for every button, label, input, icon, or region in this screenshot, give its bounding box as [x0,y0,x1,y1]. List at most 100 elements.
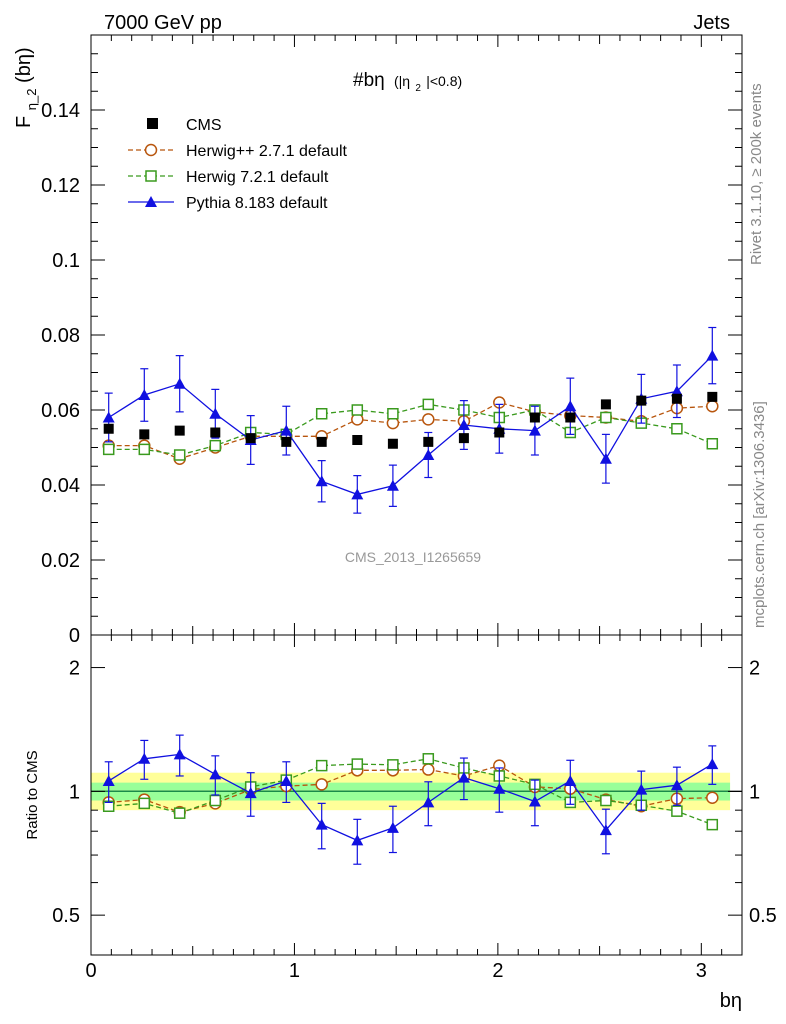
plot-title-main: #bη [353,70,385,91]
main-y-tick-label: 0 [69,625,80,647]
legend-pythia-marker [145,196,157,207]
main-plot-panel: 0 0.02 0.04 0.06 0.08 0.1 0.12 0.14 CMS_2013_I1… [13,34,743,647]
main-pythia-point [528,424,541,436]
main-pythia-point [564,400,577,412]
ratio-herwig7-point [600,794,612,807]
main-y-tick-label: 0.12 [41,175,80,197]
main-y-tick-label: 0.08 [41,325,80,347]
ratio-herwig7-point [209,794,222,807]
main-herwig7-point [102,443,115,456]
ratio-pythia-point [315,818,328,830]
main-y-axis-label-tail: (bη) [13,47,35,83]
ratio-pythia-point [670,779,683,791]
plot-title-sub-tail: |<0.8) [426,73,462,89]
ratio-pythia-point [493,782,506,794]
main-y-tick-label: 0.02 [41,550,80,572]
x-axis-label: bη [720,990,742,1012]
legend: CMS Herwig++ 2.7.1 default Herwig 7.2.1 … [128,117,348,212]
main-cms-point [671,393,682,404]
main-y-tick-label: 0.06 [41,400,80,422]
plot-title-sub: (|η [394,73,410,89]
ratio-herwig7-point [173,807,186,819]
main-herwig7-point [351,404,364,416]
plot-title-sub-index: 2 [415,83,421,94]
main-cms-point [565,412,576,423]
main-herwig7-point [671,423,683,435]
main-y-tick-label: 0.04 [41,475,80,497]
ratio-pythia-point [635,783,648,795]
ratio-pythia-point [209,768,222,780]
main-pythia-point [670,385,683,397]
ratio-pythia-point [138,752,151,764]
ratio-pythia-point [528,795,541,807]
ratio-y-tick-label-left: 2 [69,658,80,680]
x-tick-label: 1 [289,960,300,982]
main-pythia-point [138,389,151,400]
ratio-herwig7-point [387,759,399,771]
x-tick-label: 0 [85,960,96,982]
ratio-y-tick-label-right: 1 [749,781,760,803]
ratio-pythia-point [457,771,470,783]
ratio-y-tick-labels: 0.5 0.5 1 1 2 2 [52,658,777,928]
main-plot-y-tick-labels: 0 0.02 0.04 0.06 0.08 0.1 0.12 0.14 [41,100,80,647]
legend-cms-marker [147,118,158,129]
main-y-tick-label: 0.1 [52,250,80,272]
ratio-pythia-point [351,834,364,846]
main-herwigpp-point [422,413,435,426]
ratio-pythia-point [564,774,577,786]
main-plot-ticks [90,34,743,636]
ratio-series-triangle [102,734,719,865]
ratio-pythia-point [706,758,719,770]
main-cms-point [636,395,647,406]
main-cms-point [174,425,185,436]
ratio-y-tick-label-right: 2 [749,658,760,680]
main-cms-point [387,438,398,449]
main-pythia-point [422,449,435,460]
main-series-line [108,355,713,496]
rivet-version-label: Rivet 3.1.10, ≥ 200k events [748,83,765,265]
main-herwig7-point [422,398,435,411]
main-cms-point [103,423,114,434]
main-series-data [103,391,718,449]
main-pythia-point [280,424,293,436]
ratio-herwig7-point [138,797,151,810]
ratio-y-tick-label-left: 1 [69,781,80,803]
ratio-pythia-point [280,774,293,786]
ratio-herwig7-point [351,758,364,770]
header-energy-label: 7000 GeV pp [104,12,222,34]
main-series-line [108,403,713,456]
main-cms-point [139,429,150,440]
ratio-herwig7-point [671,805,683,817]
ratio-herwig7-point [706,818,719,831]
ratio-series-line [108,753,713,842]
ratio-pythia-point [386,821,399,833]
main-cms-point [245,433,256,444]
main-cms-point [494,427,505,438]
ratio-herwig7-point [315,759,328,772]
main-herwig7-point [315,408,328,420]
x-tick-label: 2 [492,960,503,982]
legend-pythia-label: Pythia 8.183 default [186,195,328,212]
main-pythia-point [706,349,719,361]
ratio-pythia-point [173,748,186,760]
main-pythia-point [386,479,399,491]
main-herwigpp-point [706,400,719,413]
main-herwig7-point [138,443,151,456]
ratio-pythia-point [102,774,115,786]
ratio-plot-ticks [90,635,743,956]
main-cms-point [281,436,292,447]
ratio-y-tick-label-left: 0.5 [52,905,80,927]
main-y-axis-label-sub: η_2 [24,89,39,111]
main-pythia-point [315,475,328,487]
main-herwig7-point [173,449,186,461]
main-cms-point [600,399,611,410]
x-tick-label: 3 [696,960,707,982]
main-y-tick-label: 0.14 [41,100,80,122]
main-pythia-point [102,411,115,423]
main-y-axis-label-main: F [13,116,35,128]
main-herwig7-point [387,408,399,420]
main-cms-point [316,436,327,447]
main-plot-series [102,326,719,514]
x-tick-labels: 0 1 2 3 [85,960,706,982]
